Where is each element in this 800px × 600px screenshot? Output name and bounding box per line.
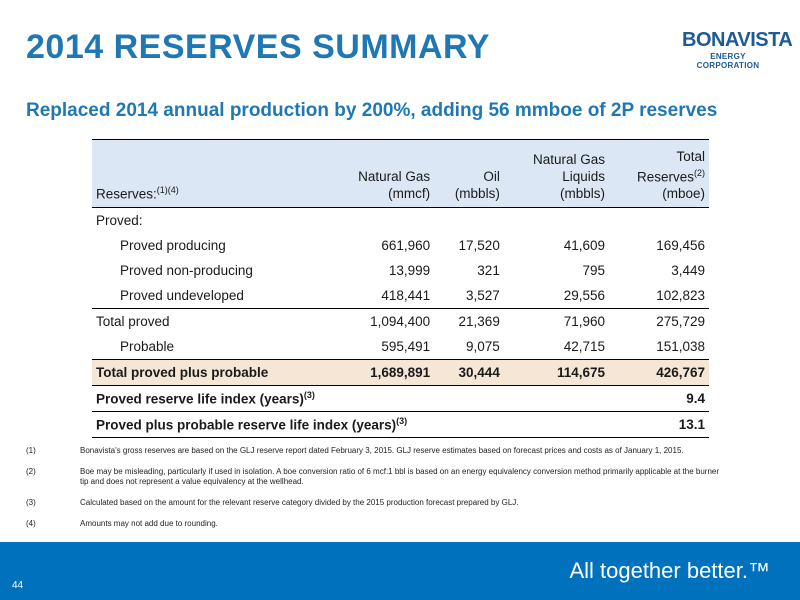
page-subtitle: Replaced 2014 annual production by 200%,… [26,100,718,121]
cell-total: 169,456 [656,238,705,253]
rli-label: Proved plus probable reserve life index … [96,416,408,433]
cell-ngl: 795 [582,263,606,278]
footer-bar: 44 All together better.™ [0,542,800,600]
footnote-mark: (1) [26,446,36,455]
footnote-text: Boe may be misleading, particularly if u… [80,467,720,486]
row-label: Total proved [96,314,170,329]
table-row: Total proved 1,094,400 21,369 71,960 275… [92,308,709,335]
footnote-mark: (2) [26,467,36,476]
cell-natural-gas: 13,999 [388,263,431,278]
rli-value: 9.4 [686,391,705,406]
cell-natural-gas: 595,491 [381,339,431,354]
cell-natural-gas: 1,689,891 [328,359,435,386]
table-row: Probable 595,491 9,075 42,715 151,038 [92,334,709,360]
cell-total: 3,449 [671,263,705,278]
footnote: (3) Calculated based on the amount for th… [26,498,726,508]
footnote: (4) Amounts may not add due to rounding. [26,519,726,529]
footnote-text: Bonavista's gross reserves are based on … [80,446,684,455]
cell-total: 275,729 [656,314,705,329]
cell-total: 426,767 [609,359,709,386]
cell-oil: 3,527 [466,288,500,303]
table-row: Proved producing 661,960 17,520 41,609 1… [92,233,709,258]
cell-ngl: 114,675 [503,359,610,386]
total-proved-probable-row: Total proved plus probable 1,689,891 30,… [92,359,709,386]
cell-ngl: 41,609 [563,238,606,253]
row-label: Probable [120,339,175,354]
logo-brand: BONAVISTA [682,29,793,51]
header-ngl: Natural Gas Liquids (mbbls) [503,139,610,208]
cell-natural-gas: 1,094,400 [370,314,431,329]
cell-total: 151,038 [656,339,705,354]
header-total-reserves: Total Reserves(2) (mboe) [609,139,709,208]
cell-natural-gas: 661,960 [381,238,431,253]
reserves-table: Reserves:(1)(4) Natural Gas (mmcf) Oil (mb… [92,139,709,438]
footnote-text: Amounts may not add due to rounding. [80,519,218,528]
row-label: Proved producing [120,238,226,253]
footnotes: (1) Bonavista's gross reserves are based … [26,446,726,540]
footnote-text: Calculated based on the amount for the r… [80,498,519,507]
cell-oil: 9,075 [466,339,500,354]
cell-total: 102,823 [656,288,705,303]
rli-row: Proved reserve life index (years)(3) 9.4 [92,386,709,412]
table-row: Proved non-producing 13,999 321 795 3,44… [92,258,709,283]
table-header-row: Reserves:(1)(4) Natural Gas (mmcf) Oil (mb… [92,139,709,208]
row-label: Total proved plus probable [92,359,329,386]
section-row: Proved: [92,208,709,234]
section-label: Proved: [96,213,143,228]
footnote: (2) Boe may be misleading, particularly i… [26,467,726,487]
rli-label: Proved reserve life index (years)(3) [96,390,315,407]
page-title: 2014 RESERVES SUMMARY [26,28,490,66]
cell-oil: 21,369 [458,314,500,329]
header-reserves-label: Reserves:(1)(4) [92,139,329,208]
logo-subtitle: ENERGY CORPORATION [696,52,760,70]
company-logo: BONAVISTA ENERGY CORPORATION [682,29,793,70]
header-natural-gas: Natural Gas (mmcf) [328,139,435,208]
cell-ngl: 42,715 [563,339,606,354]
cell-oil: 17,520 [458,238,500,253]
cell-ngl: 29,556 [563,288,606,303]
row-label: Proved non-producing [120,263,253,278]
cell-natural-gas: 418,441 [381,288,431,303]
cell-ngl: 71,960 [563,314,606,329]
cell-oil: 321 [477,263,500,278]
footnote-mark: (4) [26,519,36,528]
table-row: Proved undeveloped 418,441 3,527 29,556 … [92,283,709,309]
page-number: 44 [12,580,24,591]
cell-oil: 30,444 [434,359,504,386]
header-oil: Oil (mbbls) [434,139,504,208]
footer-tagline: All together better.™ [569,558,770,583]
rli-value: 13.1 [678,417,705,432]
row-label: Proved undeveloped [120,288,244,303]
footnote: (1) Bonavista's gross reserves are based … [26,446,726,456]
footnote-mark: (3) [26,498,36,507]
rli-row: Proved plus probable reserve life index … [92,412,709,438]
